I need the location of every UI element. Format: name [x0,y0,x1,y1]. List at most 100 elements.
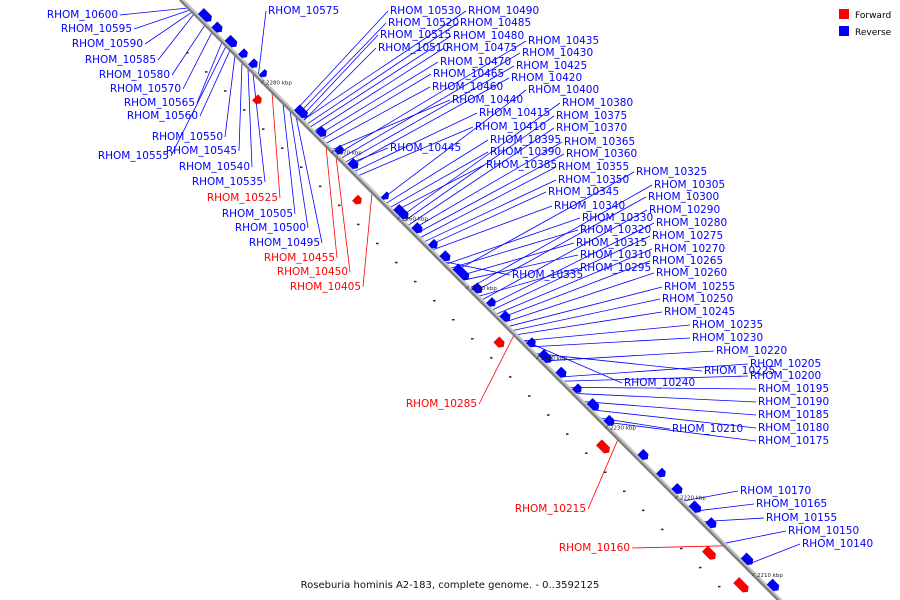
leader-line [295,116,323,244]
minor-feature-mark [433,299,436,302]
leader-line [311,47,445,133]
reverse-gene-block [486,297,496,307]
gene-label: RHOM_10235 [692,319,763,331]
gene-block-shape [211,21,223,33]
leader-line [485,222,655,308]
gene-label: RHOM_10440 [452,94,523,106]
reverse-gene-block [526,337,536,347]
reverse-gene-block [211,21,223,33]
leader-line [325,146,338,259]
gene-label: RHOM_10220 [716,345,787,357]
leader-line [289,110,309,229]
gene-label: RHOM_10455 [264,252,335,264]
reverse-gene-block [572,383,582,394]
reverse-gene-block [393,203,409,220]
leader-line [338,52,521,160]
gene-block-shape [688,500,702,513]
gene-label: RHOM_10355 [558,161,629,173]
gene-block-shape [347,157,359,170]
gene-label: RHOM_10165 [756,498,827,510]
tick-mark [604,425,609,429]
leader-line [679,490,739,503]
leader-line [379,89,527,201]
legend-reverse-swatch [839,26,849,36]
gene-block-shape [493,336,505,348]
leader-line [439,260,511,276]
legend-reverse-label: Reverse [855,28,892,38]
gene-label: RHOM_10425 [516,60,587,72]
gene-label: RHOM_10475 [446,42,517,54]
leader-line [271,92,281,199]
gene-block-shape [258,69,268,78]
leader-line [571,392,757,403]
gene-label: RHOM_10435 [528,35,599,47]
leader-line [157,13,195,61]
leader-line [144,11,193,45]
gene-label: RHOM_10195 [758,383,829,395]
gene-block-shape [252,94,262,105]
minor-feature-mark [680,547,683,550]
legend-forward-swatch [839,9,849,19]
tick-label: 2240 kbp [541,356,567,362]
gene-block-shape [380,191,390,200]
leader-line [471,196,647,294]
gene-block-shape [428,238,438,249]
gene-block-shape [315,125,327,137]
leader-line [170,45,227,157]
leader-line [459,254,579,282]
gene-label: RHOM_10530 [390,5,461,17]
gene-label: RHOM_10310 [580,249,651,261]
reverse-gene-block [671,482,683,495]
leader-line [133,9,191,30]
gene-label: RHOM_10155 [766,512,837,524]
leader-line [182,31,213,90]
leader-line [401,115,555,224]
gene-block-shape [766,578,780,592]
gene-label: RHOM_10370 [556,122,627,134]
reverse-gene-block [258,69,268,78]
gene-label: RHOM_10345 [548,186,619,198]
legend-forward-label: Forward [855,11,891,21]
reverse-gene-block [586,398,600,411]
gene-block-shape [238,48,248,58]
leader-line [599,420,757,442]
gene-label: RHOM_10365 [564,136,635,148]
leader-line [238,62,243,152]
minor-feature-mark [642,509,645,512]
tick-label: 2270 kbp [336,151,362,157]
forward-gene-block [252,94,262,105]
gene-label: RHOM_10185 [758,409,829,421]
gene-label: RHOM_10565 [124,97,195,109]
reverse-gene-block [452,263,470,281]
leader-lines [119,7,801,567]
leader-line [413,153,565,236]
leader-line [301,47,377,123]
gene-label: RHOM_10330 [582,212,653,224]
leader-line [252,73,266,183]
reverse-gene-block [766,578,780,592]
gene-label: RHOM_10555 [98,150,169,162]
leader-line [405,127,555,228]
leader-line [323,86,431,145]
gene-label: RHOM_10515 [380,29,451,41]
minor-feature-mark [528,395,531,397]
minor-feature-mark [414,280,417,283]
minor-feature-mark [338,204,341,207]
gene-labels: RHOM_10600 RHOM_10595 RHOM_10590 RHOM_10585… [47,5,873,554]
reverse-gene-block [315,125,327,137]
leader-line [304,22,459,126]
tick-mark [396,216,401,220]
minor-feature-mark [718,585,721,588]
minor-feature-mark [186,52,189,54]
leader-line [429,205,553,252]
gene-label: RHOM_10600 [47,9,118,21]
gene-label: RHOM_10520 [388,17,459,29]
leader-line [346,77,510,168]
gene-label: RHOM_10190 [758,396,829,408]
gene-label: RHOM_10415 [479,107,550,119]
gene-label: RHOM_10460 [432,81,503,93]
gene-label: RHOM_10385 [486,159,557,171]
leader-line [119,7,189,16]
gene-label: RHOM_10390 [490,146,561,158]
